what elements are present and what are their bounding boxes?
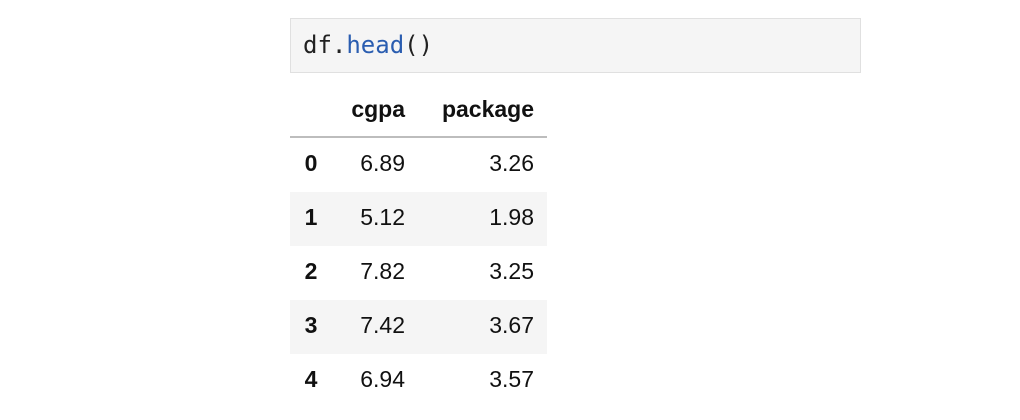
table-cell: 7.42 (360, 312, 405, 338)
code-cell-box[interactable] (290, 18, 861, 73)
row-index: 0 (305, 150, 318, 176)
row-index: 4 (305, 366, 318, 392)
code-token: df (303, 31, 332, 59)
table-cell: 1.98 (489, 204, 534, 230)
row-stripe (290, 192, 547, 246)
code-token: () (404, 31, 433, 59)
dataframe-table: cgpa package 0 6.89 3.26 1 5.12 1.98 2 7.82 3.25 3 7… (290, 96, 547, 392)
table-cell: 6.89 (360, 150, 405, 176)
column-header: cgpa (351, 96, 405, 122)
table-cell: 5.12 (360, 204, 405, 230)
row-index: 1 (305, 204, 318, 230)
table-cell: 7.82 (360, 258, 405, 284)
code-line: df.head() (303, 31, 433, 59)
table-cell: 3.26 (489, 150, 534, 176)
code-token: head (346, 31, 404, 59)
row-stripe (290, 300, 547, 354)
row-index: 2 (305, 258, 318, 284)
column-header: package (442, 96, 534, 122)
table-cell: 3.67 (489, 312, 534, 338)
table-cell: 3.57 (489, 366, 534, 392)
table-cell: 6.94 (360, 366, 405, 392)
code-cell[interactable]: df.head() (290, 18, 861, 73)
code-token: . (332, 31, 346, 59)
table-cell: 3.25 (489, 258, 534, 284)
row-index: 3 (305, 312, 318, 338)
